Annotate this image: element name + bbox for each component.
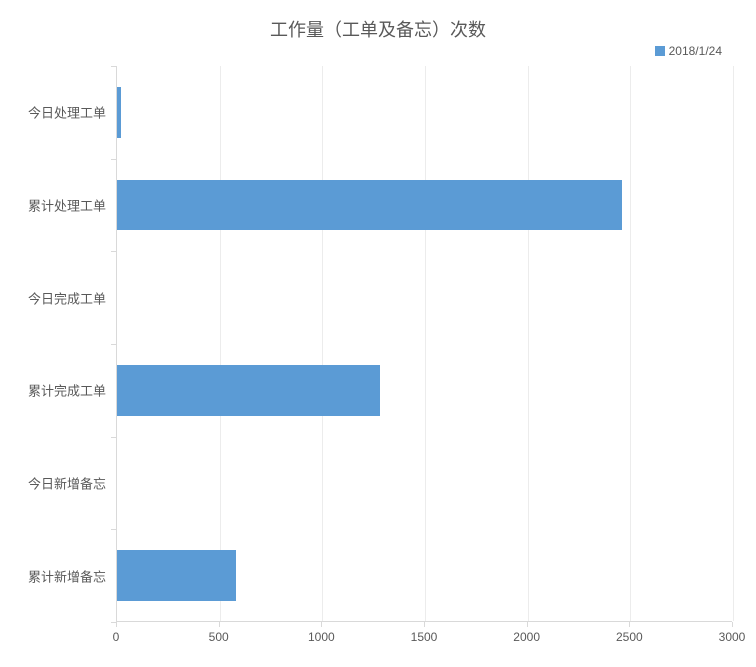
- y-category-label: 今日完成工单: [28, 288, 106, 307]
- y-tick-mark: [111, 529, 116, 530]
- grid-line: [528, 66, 529, 621]
- x-tick-mark: [732, 622, 733, 627]
- plot-area: [116, 66, 732, 622]
- grid-line: [220, 66, 221, 621]
- y-tick-mark: [111, 622, 116, 623]
- legend-swatch: [655, 46, 665, 56]
- y-tick-mark: [111, 251, 116, 252]
- y-tick-mark: [111, 437, 116, 438]
- legend-label: 2018/1/24: [669, 44, 722, 58]
- bar: [117, 550, 236, 601]
- x-tick-label: 3000: [719, 630, 746, 644]
- grid-line: [425, 66, 426, 621]
- y-category-label: 累计新增备忘: [28, 566, 106, 585]
- x-tick-label: 1500: [411, 630, 438, 644]
- legend: 2018/1/24: [655, 44, 722, 58]
- x-tick-mark: [629, 622, 630, 627]
- grid-line: [630, 66, 631, 621]
- x-tick-label: 2500: [616, 630, 643, 644]
- grid-line: [733, 66, 734, 621]
- y-tick-mark: [111, 344, 116, 345]
- grid-line: [322, 66, 323, 621]
- y-category-label: 今日新增备忘: [28, 474, 106, 493]
- y-tick-mark: [111, 159, 116, 160]
- y-category-label: 累计完成工单: [28, 381, 106, 400]
- x-tick-label: 0: [113, 630, 120, 644]
- x-tick-mark: [424, 622, 425, 627]
- y-tick-mark: [111, 66, 116, 67]
- bar: [117, 180, 622, 231]
- x-tick-label: 2000: [513, 630, 540, 644]
- workload-chart: 工作量（工单及备忘）次数 2018/1/24 0 500 1000 1500 2000 2…: [0, 0, 756, 667]
- chart-title: 工作量（工单及备忘）次数: [0, 16, 756, 42]
- x-tick-label: 500: [209, 630, 229, 644]
- x-tick-mark: [219, 622, 220, 627]
- x-tick-mark: [527, 622, 528, 627]
- x-tick-mark: [321, 622, 322, 627]
- bar: [117, 87, 121, 138]
- y-category-label: 今日处理工单: [28, 103, 106, 122]
- x-tick-label: 1000: [308, 630, 335, 644]
- x-tick-mark: [116, 622, 117, 627]
- bar: [117, 365, 380, 416]
- y-category-label: 累计处理工单: [28, 196, 106, 215]
